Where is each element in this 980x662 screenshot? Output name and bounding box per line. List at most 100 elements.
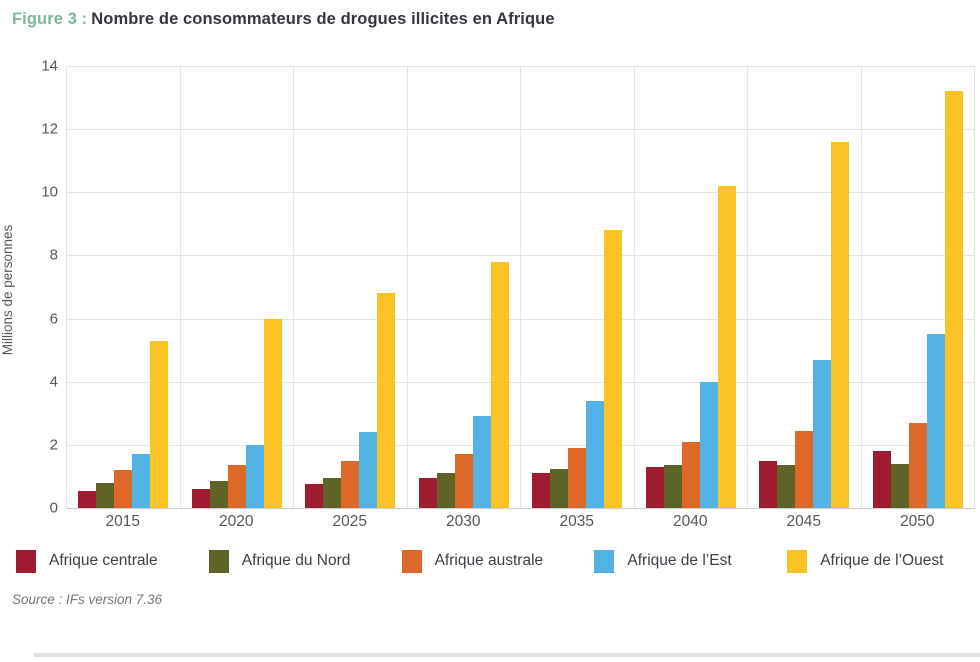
gridline: [67, 381, 975, 383]
x-tick-label: 2040: [673, 513, 708, 530]
bar: [699, 381, 718, 508]
legend-label: Afrique australe: [434, 552, 544, 569]
bar-group-2035: [521, 66, 635, 508]
bar-cluster: [759, 66, 850, 508]
bar: [586, 400, 605, 508]
y-tick-label: 12: [41, 120, 58, 138]
x-tick-label: 2035: [559, 513, 594, 530]
legend-swatch: [787, 549, 808, 573]
legend-item: Afrique centrale: [16, 549, 209, 573]
x-tick-label: 2030: [446, 513, 481, 530]
bar: [323, 478, 342, 508]
bar: [472, 416, 491, 508]
bar: [245, 444, 264, 508]
bar: [681, 441, 700, 508]
bar-cluster: [418, 66, 509, 508]
bar: [890, 463, 909, 508]
bar: [454, 454, 473, 508]
plot-area: [66, 66, 975, 509]
bar: [377, 293, 396, 508]
bar-group-2020: [181, 66, 294, 508]
bar: [359, 432, 378, 508]
source-note: Source : IFs version 7.36: [12, 592, 163, 607]
bar: [191, 489, 210, 508]
y-tick-label: 2: [49, 436, 58, 454]
bar: [568, 448, 587, 508]
bar-group-2030: [408, 66, 521, 508]
x-tick-label: 2045: [786, 513, 821, 530]
bar-cluster: [191, 66, 282, 508]
bar-group-2015: [67, 66, 181, 508]
bar: [944, 91, 963, 508]
bar: [341, 460, 360, 508]
legend-label: Afrique de l’Est: [627, 552, 732, 569]
legend-item: Afrique de l’Ouest: [787, 549, 980, 573]
bar-group-2045: [748, 66, 862, 508]
x-axis-labels: 2015 2020 2025 2030 2035 2040 2045 2050: [66, 513, 974, 537]
legend-swatch: [16, 549, 36, 573]
y-tick-label: 4: [49, 373, 58, 391]
bar-chart: Millions de personnes 0 2 4 6 8 10 12 14 2015 20…: [0, 58, 975, 537]
bar: [305, 484, 324, 508]
bar: [78, 490, 97, 508]
legend-item: Afrique du Nord: [208, 549, 402, 573]
x-tick-label: 2015: [105, 513, 140, 530]
bar: [96, 482, 115, 508]
gridline: [67, 66, 975, 67]
legend-label: Afrique du Nord: [241, 552, 351, 569]
gridline: [67, 444, 975, 446]
bar: [717, 185, 736, 508]
legend-swatch: [401, 549, 422, 573]
bar-group-2025: [294, 66, 408, 508]
bar: [813, 359, 832, 508]
bar: [436, 473, 455, 508]
legend-swatch: [594, 549, 615, 573]
bar: [663, 465, 682, 508]
bar: [227, 465, 246, 508]
bar: [490, 261, 509, 508]
bar: [604, 230, 623, 508]
bar: [132, 454, 151, 508]
bar: [872, 451, 891, 508]
bar: [114, 470, 133, 508]
bar-cluster: [305, 66, 396, 508]
gridline: [67, 255, 975, 257]
bar-cluster: [78, 66, 169, 508]
x-tick-label: 2020: [219, 513, 254, 530]
legend-item: Afrique australe: [401, 549, 595, 573]
y-tick-label: 0: [49, 499, 58, 517]
bottom-divider: [34, 653, 980, 657]
bar: [150, 340, 169, 508]
legend-label: Afrique de l’Ouest: [820, 552, 944, 569]
bar-group-2040: [635, 66, 748, 508]
bar-group-2050: [862, 66, 975, 508]
figure-title: Nombre de consommateurs de drogues illic…: [91, 10, 555, 28]
bar-cluster: [532, 66, 623, 508]
chart-legend: Afrique centrale Afrique du Nord Afrique a…: [16, 546, 980, 576]
bar: [926, 334, 945, 508]
bar: [209, 481, 228, 508]
bar: [831, 141, 850, 508]
bar: [418, 478, 437, 508]
bar: [908, 422, 927, 508]
bar: [759, 460, 778, 508]
legend-label: Afrique centrale: [49, 552, 158, 569]
bar-cluster: [645, 66, 736, 508]
x-tick-label: 2025: [332, 513, 367, 530]
bar: [777, 465, 796, 508]
figure-number-label: Figure 3 :: [12, 10, 88, 28]
y-tick-label: 14: [41, 57, 58, 75]
y-tick-label: 6: [49, 310, 58, 328]
bar: [263, 318, 282, 508]
bar: [795, 430, 814, 508]
y-axis-ticks: 0 2 4 6 8 10 12 14: [0, 58, 58, 517]
figure-heading: Figure 3 : Nombre de consommateurs de dro…: [12, 10, 970, 29]
gridline: [67, 192, 975, 194]
bar: [645, 466, 664, 508]
legend-item: Afrique de l’Est: [594, 549, 787, 573]
bar: [550, 468, 569, 508]
y-tick-label: 8: [49, 246, 58, 264]
gridline: [67, 129, 975, 131]
legend-swatch: [208, 549, 229, 573]
